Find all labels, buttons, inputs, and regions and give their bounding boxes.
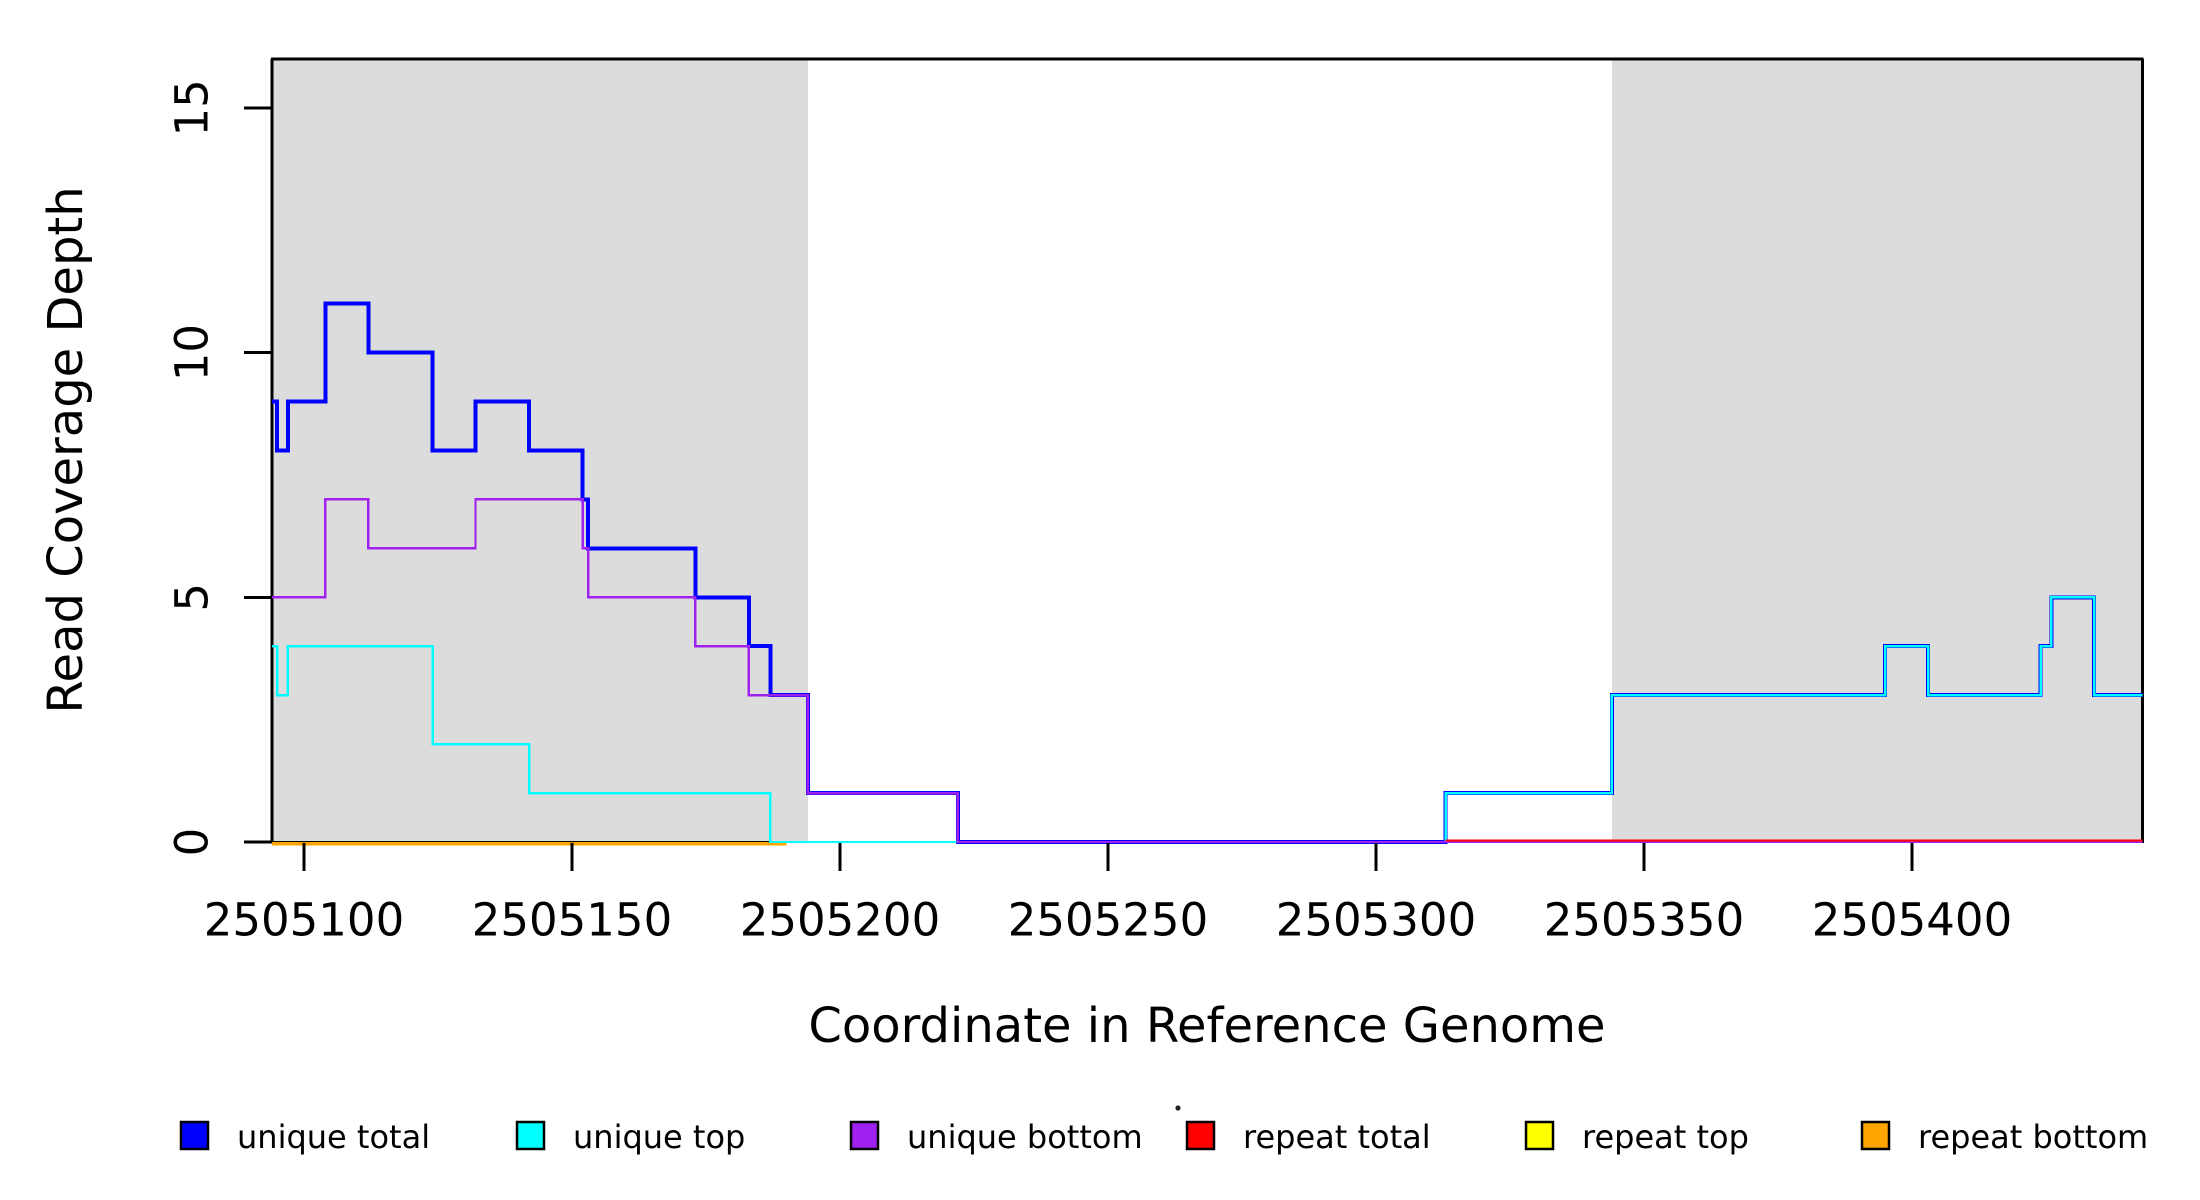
x-tick-label: 2505400 (1812, 894, 2012, 947)
x-tick-label: 2505250 (1008, 894, 1208, 947)
stray-mark (1175, 1105, 1181, 1111)
legend-marker-unique-bottom (849, 1120, 880, 1151)
series-unique-bottom (271, 498, 2143, 844)
legend-label: unique top (573, 1118, 745, 1156)
legend-item-unique-total: unique total (179, 1118, 430, 1156)
x-tick-label: 2505350 (1544, 894, 1744, 947)
legend-marker-repeat-bottom (1860, 1120, 1891, 1151)
axes-layer: 2505100 2505150 2505200 2505250 2505300 25053… (166, 79, 2013, 946)
y-tick-label: 10 (166, 324, 219, 381)
x-tick-label: 2505200 (740, 894, 940, 947)
series-unique-top (271, 596, 2143, 844)
legend-item-repeat-total: repeat total (1185, 1118, 1431, 1156)
legend-label: unique total (237, 1118, 430, 1156)
legend-label: repeat total (1243, 1118, 1431, 1156)
legend-label: repeat top (1582, 1118, 1749, 1156)
legend-marker-repeat-top (1524, 1120, 1555, 1151)
y-axis-title: Read Coverage Depth (38, 186, 94, 713)
x-tick-label: 2505150 (472, 894, 672, 947)
legend-marker-unique-total (179, 1120, 210, 1151)
legend-label: unique bottom (907, 1118, 1143, 1156)
legend-marker-repeat-total (1185, 1120, 1216, 1151)
legend-item-repeat-bottom: repeat bottom (1860, 1118, 2148, 1156)
y-tick-label: 0 (166, 828, 219, 857)
legend-item-repeat-top: repeat top (1524, 1118, 1749, 1156)
y-tick-label: 5 (166, 583, 219, 612)
series-layer (271, 301, 2143, 846)
legend-item-unique-bottom: unique bottom (849, 1118, 1143, 1156)
repeat-region-right (1611, 58, 2143, 842)
x-axis-title: Coordinate in Reference Genome (808, 998, 1605, 1054)
x-tick-label: 2505100 (204, 894, 404, 947)
y-tick-label: 15 (166, 79, 219, 136)
legend-label: repeat bottom (1918, 1118, 2148, 1156)
shaded-regions-layer (271, 58, 2143, 842)
legend-marker-unique-top (515, 1120, 546, 1151)
legend: unique total unique top unique bottom repea… (179, 1118, 2148, 1156)
legend-item-unique-top: unique top (515, 1118, 745, 1156)
x-tick-label: 2505300 (1276, 894, 1476, 947)
